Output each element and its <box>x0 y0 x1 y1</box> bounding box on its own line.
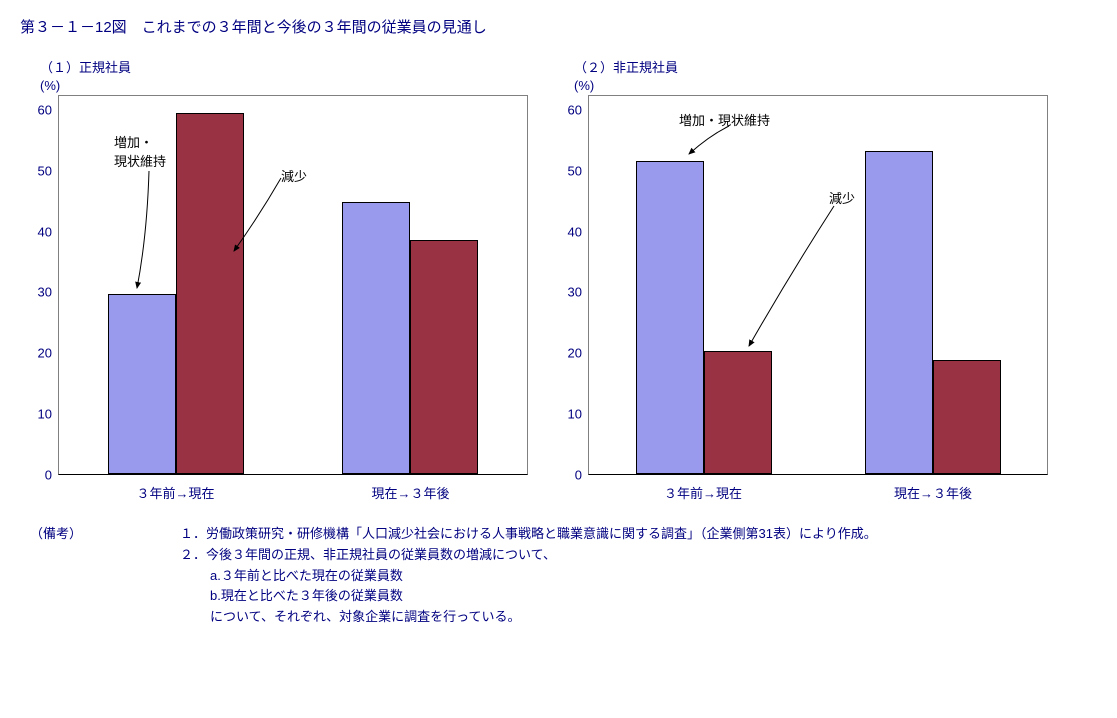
bar-decrease <box>176 113 244 474</box>
y-tick: 20 <box>554 346 582 361</box>
page-title: 第３－１－12図 これまでの３年間と今後の３年間の従業員の見通し <box>20 16 1097 37</box>
y-tick: 30 <box>20 285 52 300</box>
y-tick: 40 <box>554 224 582 239</box>
bar-group <box>59 96 293 474</box>
y-unit-left: (%) <box>40 78 528 93</box>
y-tick: 30 <box>554 285 582 300</box>
notes-line: a.３年前と比べた現在の従業員数 <box>180 566 1097 587</box>
notes-line: １．労働政策研究・研修機構「人口減少社会における人事戦略と職業意識に関する調査」… <box>180 524 1097 545</box>
plot-right: 増加・現状維持減少 <box>588 95 1048 475</box>
y-tick: 40 <box>20 224 52 239</box>
bar-decrease <box>410 240 478 474</box>
x-category: 現在→３年後 <box>293 483 528 502</box>
notes-line: b.現在と比べた３年後の従業員数 <box>180 586 1097 607</box>
charts-row: （１）正規社員 (%) これまでと比べ、今後は増加又は現状維持の見通し 6050… <box>20 57 1097 502</box>
y-unit-right: (%) <box>574 78 1048 93</box>
x-category: ３年前→現在 <box>58 483 293 502</box>
notes-line: ２．今後３年間の正規、非正規社員の従業員数の増減について、 <box>180 545 1097 566</box>
y-tick: 60 <box>554 103 582 118</box>
bar-decrease <box>933 360 1001 474</box>
x-category: 現在→３年後 <box>818 483 1048 502</box>
bar-increase_maintain <box>108 294 176 475</box>
y-tick: 60 <box>20 103 52 118</box>
y-tick: 20 <box>20 346 52 361</box>
y-tick: 0 <box>554 467 582 482</box>
panel-regular: （１）正規社員 (%) これまでと比べ、今後は増加又は現状維持の見通し 6050… <box>20 57 528 502</box>
bar-group <box>293 96 527 474</box>
y-tick: 0 <box>20 467 52 482</box>
bar-group <box>818 96 1047 474</box>
y-tick: 10 <box>20 407 52 422</box>
bars-area-left <box>59 96 527 474</box>
bar-increase_maintain <box>342 202 410 474</box>
notes: （備考） １．労働政策研究・研修機構「人口減少社会における人事戦略と職業意識に関… <box>20 524 1097 628</box>
panel-heading-nonregular: （２）非正規社員 <box>574 57 1048 76</box>
panel-heading-regular: （１）正規社員 <box>40 57 528 76</box>
bar-increase_maintain <box>865 151 933 474</box>
y-tick: 50 <box>554 163 582 178</box>
x-category: ３年前→現在 <box>588 483 818 502</box>
panel-nonregular: （２）非正規社員 (%) これまでと変わらず今後も増加又は現状維持の見通し 60… <box>554 57 1048 502</box>
x-axis-left: ３年前→現在現在→３年後 <box>58 483 528 502</box>
plot-left: 増加・現状維持減少 <box>58 95 528 475</box>
notes-body: １．労働政策研究・研修機構「人口減少社会における人事戦略と職業意識に関する調査」… <box>180 524 1097 628</box>
y-axis-left: 6050403020100 <box>20 95 58 475</box>
bars-area-right <box>589 96 1047 474</box>
bar-increase_maintain <box>636 161 704 475</box>
bar-decrease <box>704 351 772 475</box>
notes-line: について、それぞれ、対象企業に調査を行っている。 <box>180 607 1097 628</box>
y-axis-right: 6050403020100 <box>554 95 588 475</box>
bar-group <box>589 96 818 474</box>
notes-label: （備考） <box>20 524 180 628</box>
y-tick: 10 <box>554 407 582 422</box>
y-tick: 50 <box>20 163 52 178</box>
x-axis-right: ３年前→現在現在→３年後 <box>588 483 1048 502</box>
